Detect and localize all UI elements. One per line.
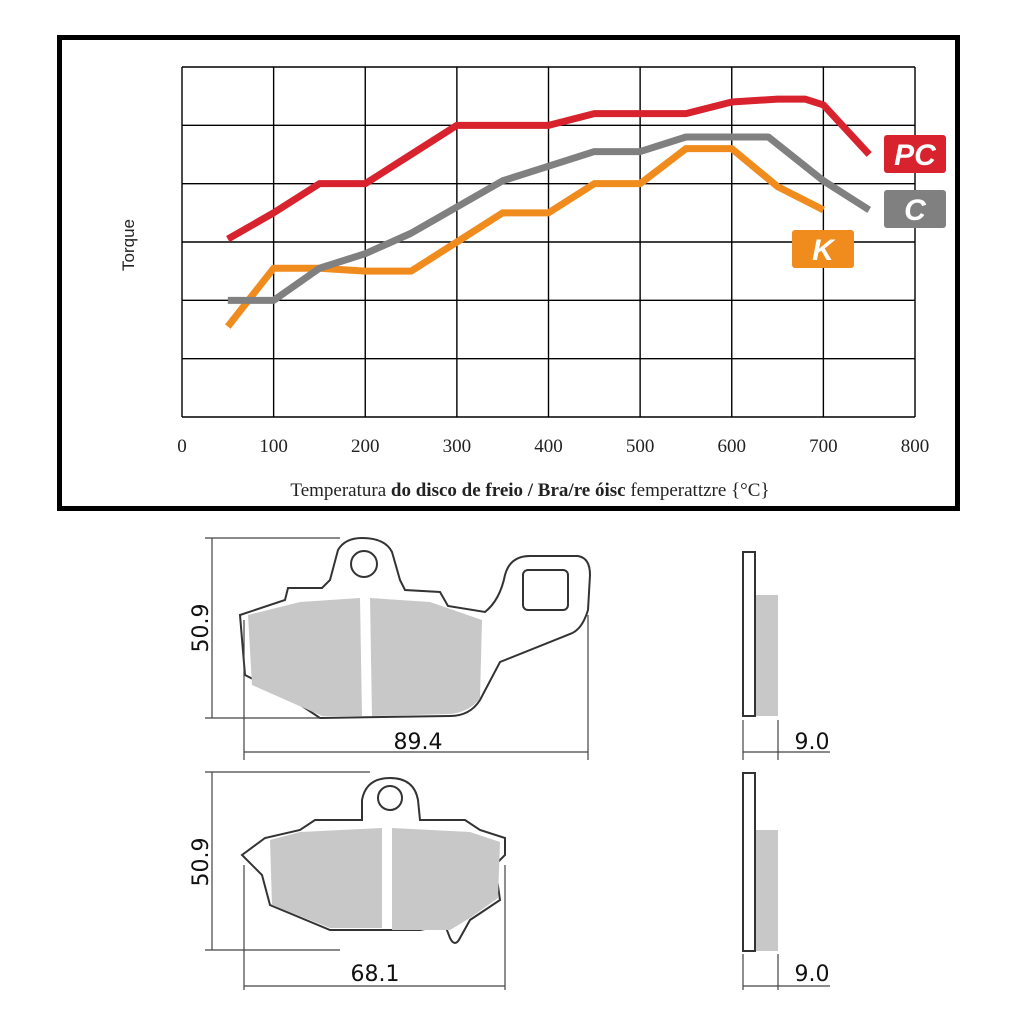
legend-label-k: K — [812, 234, 836, 267]
series-line-pc — [226, 95, 872, 243]
pad-1-width-label: 89.4 — [394, 730, 443, 755]
x-axis-label-part: do disco de freio / Bra/re óisc — [391, 480, 626, 501]
x-tick-label: 400 — [534, 436, 563, 457]
pad-2-front-view — [240, 776, 506, 944]
x-tick-label: 200 — [351, 436, 380, 457]
x-tick-label: 300 — [443, 436, 472, 457]
x-axis-label-part: Temperatura — [290, 480, 390, 501]
pad-1-side-view — [742, 551, 830, 760]
pad-1-front-view — [238, 536, 592, 720]
x-tick-label: 0 — [177, 436, 187, 457]
legend-badge-k — [792, 230, 854, 268]
chart-panel: 0 100 200 300 400 500 600 700 800 PC C K Torque Te… — [57, 35, 960, 511]
chart-legend: PC C K — [792, 135, 946, 268]
chart-series — [225, 95, 872, 329]
legend-label-pc: PC — [894, 139, 937, 172]
pad-2-thickness-label: 9.0 — [795, 962, 830, 987]
series-line-c — [227, 133, 872, 304]
pad-1-thickness-label: 9.0 — [795, 730, 830, 755]
x-tick-label: 700 — [809, 436, 838, 457]
pad-2-height-label: 50.9 — [189, 838, 214, 887]
x-tick-label: 600 — [718, 436, 747, 457]
x-axis-label: Temperatura do disco de freio / Bra/re ó… — [290, 480, 769, 501]
legend-label-c: C — [904, 194, 927, 227]
pad-2-side-view — [742, 772, 830, 990]
x-axis-label-part: femperattzre {°C} — [626, 480, 770, 501]
legend-badge-c — [884, 190, 946, 228]
pad-1-height-label: 50.9 — [189, 604, 214, 653]
torque-chart: 0 100 200 300 400 500 600 700 800 PC C K Torque Te… — [119, 66, 946, 501]
x-tick-label: 500 — [626, 436, 655, 457]
brake-pad-drawings: 50.9 89.4 9.0 50.9 68.1 9.0 — [189, 536, 830, 990]
legend-badge-pc — [884, 135, 946, 173]
x-tick-label: 100 — [259, 436, 288, 457]
y-axis-label: Torque — [119, 219, 138, 271]
pad-1-dimension-lines — [205, 537, 589, 760]
x-tick-labels: 0 100 200 300 400 500 600 700 800 — [177, 436, 929, 457]
pad-2-width-label: 68.1 — [351, 962, 400, 987]
x-tick-label: 800 — [901, 436, 930, 457]
pad-2-dimension-lines — [205, 771, 506, 990]
